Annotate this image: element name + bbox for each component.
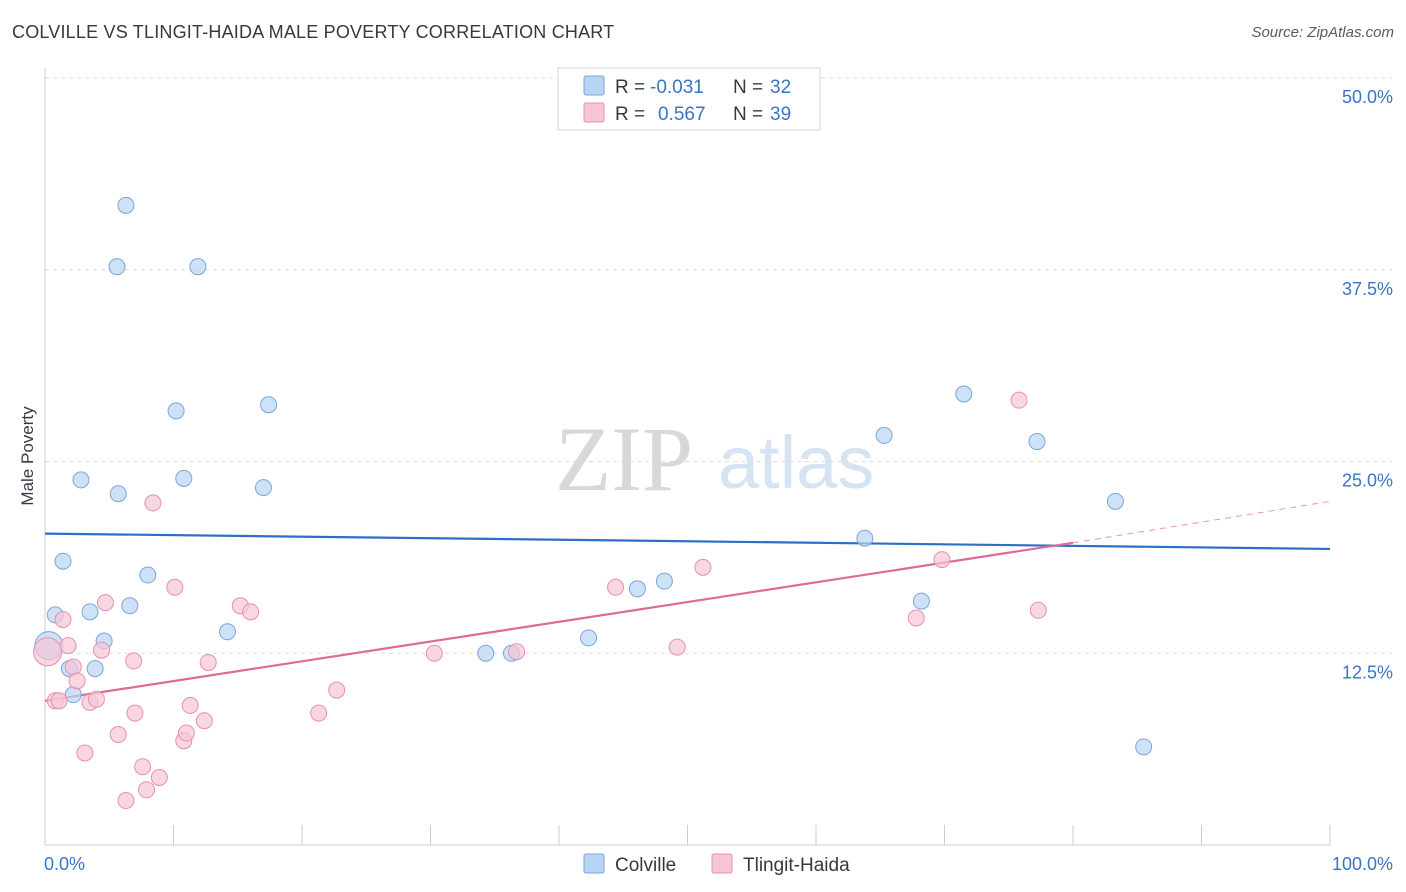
point-colville [1135, 738, 1153, 756]
point-tlingit [166, 578, 184, 596]
legend-n-value-colville: 32 [770, 77, 791, 98]
point-colville [875, 426, 893, 444]
y-tick-label: 50.0% [1342, 87, 1393, 107]
trend-line-tlingit [44, 541, 1074, 702]
watermark: ZIP atlas [555, 408, 874, 510]
legend-n-label-tlingit: N = [733, 104, 763, 125]
point-colville [856, 529, 874, 547]
point-tlingit [125, 652, 143, 670]
point-colville [955, 385, 973, 403]
legend-r-value-colville: -0.031 [650, 77, 704, 98]
legend-n-label-colville: N = [733, 77, 763, 98]
point-tlingit [508, 643, 526, 661]
point-tlingit [907, 609, 925, 627]
point-colville [1028, 433, 1046, 451]
point-tlingit [181, 696, 199, 714]
point-tlingit [59, 637, 77, 655]
point-tlingit [310, 704, 328, 722]
point-tlingit [150, 769, 168, 787]
point-tlingit [177, 724, 195, 742]
bottom-legend-swatch-tlingit [711, 853, 733, 874]
data-points [33, 196, 1153, 810]
y-tick-label: 25.0% [1342, 471, 1393, 491]
correlation-legend: R = -0.031 N = 32 R = 0.567 N = 39 [557, 67, 821, 131]
point-colville [254, 479, 272, 497]
legend-r-value-tlingit: 0.567 [658, 104, 706, 125]
bottom-legend-label-tlingit: Tlingit-Haida [743, 855, 850, 876]
bottom-legend-label-colville: Colville [615, 855, 676, 876]
point-tlingit [242, 603, 260, 621]
point-tlingit [933, 551, 951, 569]
point-tlingit [93, 641, 111, 659]
point-tlingit [68, 672, 86, 690]
point-colville [912, 592, 930, 610]
point-colville [86, 660, 104, 678]
point-tlingit [33, 637, 63, 667]
x-tick-label-min: 0.0% [44, 854, 85, 874]
point-tlingit [328, 681, 346, 699]
point-colville [139, 566, 157, 584]
point-colville [189, 258, 207, 276]
point-colville [477, 644, 495, 662]
trend-lines [44, 500, 1331, 702]
legend-swatch-tlingit [583, 102, 605, 123]
chart-title: COLVILLE VS TLINGIT-HAIDA MALE POVERTY C… [12, 22, 615, 42]
y-tick-label: 12.5% [1342, 662, 1393, 682]
point-colville [117, 196, 135, 214]
watermark-atlas: atlas [718, 421, 874, 504]
point-tlingit [134, 758, 152, 776]
point-tlingit [1029, 601, 1047, 619]
legend-swatch-colville [583, 75, 605, 96]
point-colville [72, 471, 90, 489]
watermark-zip: ZIP [555, 408, 693, 510]
x-tick-label-max: 100.0% [1332, 854, 1393, 874]
bottom-legend-swatch-colville [583, 853, 605, 874]
trend-line-colville [44, 532, 1331, 551]
point-colville [81, 603, 99, 621]
gridlines [45, 77, 1392, 654]
y-tick-label: 37.5% [1342, 279, 1393, 299]
series-legend: Colville Tlingit-Haida [583, 853, 850, 876]
point-colville [655, 572, 673, 590]
point-tlingit [199, 653, 217, 671]
point-tlingit [126, 704, 144, 722]
point-colville [175, 469, 193, 487]
legend-r-label-tlingit: R = [615, 104, 645, 125]
point-tlingit [1010, 391, 1028, 409]
point-tlingit [54, 611, 72, 629]
axis-ticks: 12.5% 25.0% 37.5% 50.0% 0.0% 100.0% [44, 87, 1393, 874]
point-tlingit [76, 744, 94, 762]
point-colville [167, 402, 185, 420]
point-colville [121, 597, 139, 615]
source-label: Source: ZipAtlas.com [1251, 24, 1394, 41]
point-tlingit [109, 726, 127, 744]
y-axis-title: Male Poverty [18, 406, 37, 506]
point-tlingit [96, 594, 114, 612]
point-colville [580, 629, 598, 647]
point-tlingit [87, 690, 105, 708]
point-tlingit [694, 558, 712, 576]
point-colville [109, 485, 127, 503]
point-tlingit [195, 712, 213, 730]
point-colville [108, 258, 126, 276]
point-tlingit [117, 792, 135, 810]
legend-r-label-colville: R = [615, 77, 645, 98]
point-tlingit [144, 494, 162, 512]
legend-n-value-tlingit: 39 [770, 104, 791, 125]
point-tlingit [607, 578, 625, 596]
point-colville [218, 623, 236, 641]
point-colville [628, 580, 646, 598]
point-colville [1106, 492, 1124, 510]
point-tlingit [425, 644, 443, 662]
point-colville [260, 396, 278, 414]
point-tlingit [138, 781, 156, 799]
point-tlingit [50, 692, 68, 710]
point-colville [54, 552, 72, 570]
point-tlingit [668, 638, 686, 656]
